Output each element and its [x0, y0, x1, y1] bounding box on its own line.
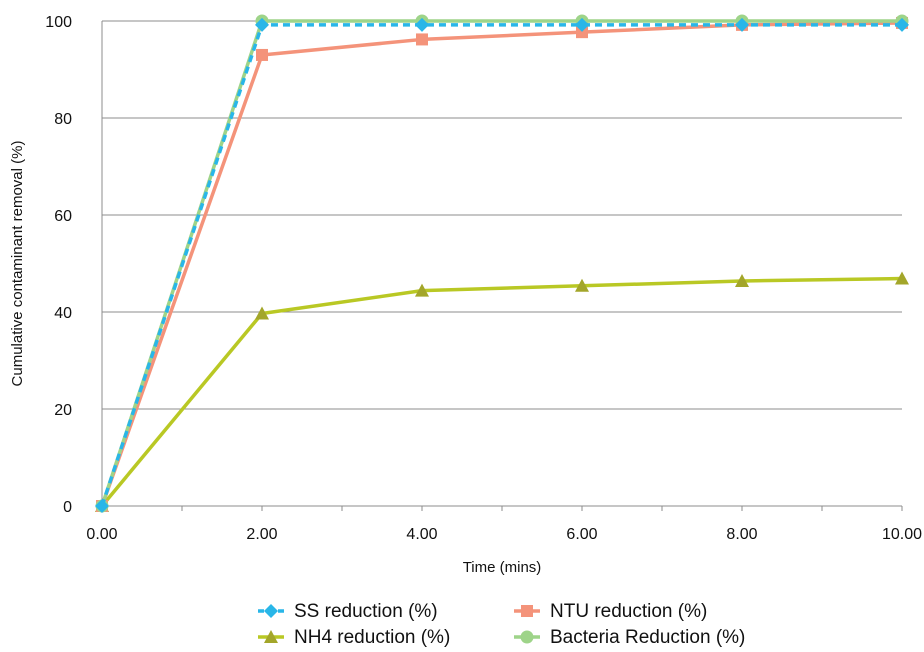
series-line — [100, 276, 903, 508]
data-point — [576, 26, 588, 39]
legend: SS reduction (%) NTU reduction (%) NH4 red… — [258, 601, 745, 648]
x-tick-labels: 0.00 2.00 4.00 6.00 8.00 10.00 — [86, 526, 922, 543]
data-point — [256, 48, 268, 61]
y-tick-label: 0 — [63, 499, 72, 516]
y-tick-label: 80 — [54, 111, 72, 128]
data-point — [416, 33, 428, 46]
data-point — [415, 283, 429, 297]
x-tick-label: 10.00 — [882, 526, 922, 543]
x-tick-label: 4.00 — [406, 526, 437, 543]
data-point — [735, 273, 749, 287]
series-1 — [96, 16, 908, 512]
legend-entry: NH4 reduction (%) — [258, 627, 450, 648]
data-point — [895, 271, 909, 285]
data-point — [735, 17, 749, 32]
series-line — [100, 23, 902, 507]
legend-label: NH4 reduction (%) — [294, 627, 450, 648]
legend-entry: SS reduction (%) — [258, 601, 438, 622]
data-point — [255, 17, 269, 32]
y-tick-label: 60 — [54, 208, 72, 225]
data-point — [895, 17, 909, 32]
series-line — [100, 19, 902, 507]
legend-marker — [264, 604, 278, 618]
data-point — [255, 306, 269, 320]
legend-label: NTU reduction (%) — [550, 601, 707, 622]
legend-marker — [264, 630, 278, 643]
legend-entry: Bacteria Reduction (%) — [514, 627, 745, 648]
series-group — [95, 14, 909, 513]
x-tick-label: 0.00 — [86, 526, 117, 543]
series-line — [100, 21, 903, 507]
x-axis-label: Time (mins) — [463, 559, 542, 576]
x-tick-label: 2.00 — [246, 526, 277, 543]
series-2 — [95, 271, 909, 512]
y-tick-label: 20 — [54, 402, 72, 419]
data-point — [415, 17, 429, 32]
legend-marker — [520, 630, 534, 644]
data-point — [575, 17, 589, 32]
legend-entry: NTU reduction (%) — [514, 601, 707, 622]
legend-label: SS reduction (%) — [294, 601, 438, 622]
series-0 — [95, 17, 909, 513]
y-tick-label: 40 — [54, 305, 72, 322]
legend-marker — [521, 605, 533, 617]
data-point — [575, 278, 589, 292]
gridlines — [102, 20, 902, 507]
y-axis-label: Cumulative contaminant removal (%) — [9, 141, 26, 387]
axes — [101, 21, 903, 511]
y-tick-labels: 0 20 40 60 80 100 — [45, 14, 72, 516]
data-point — [95, 499, 109, 513]
x-tick-label: 8.00 — [726, 526, 757, 543]
y-tick-label: 100 — [45, 14, 72, 31]
legend-label: Bacteria Reduction (%) — [550, 627, 745, 648]
series-3 — [95, 14, 909, 513]
x-tick-label: 6.00 — [566, 526, 597, 543]
